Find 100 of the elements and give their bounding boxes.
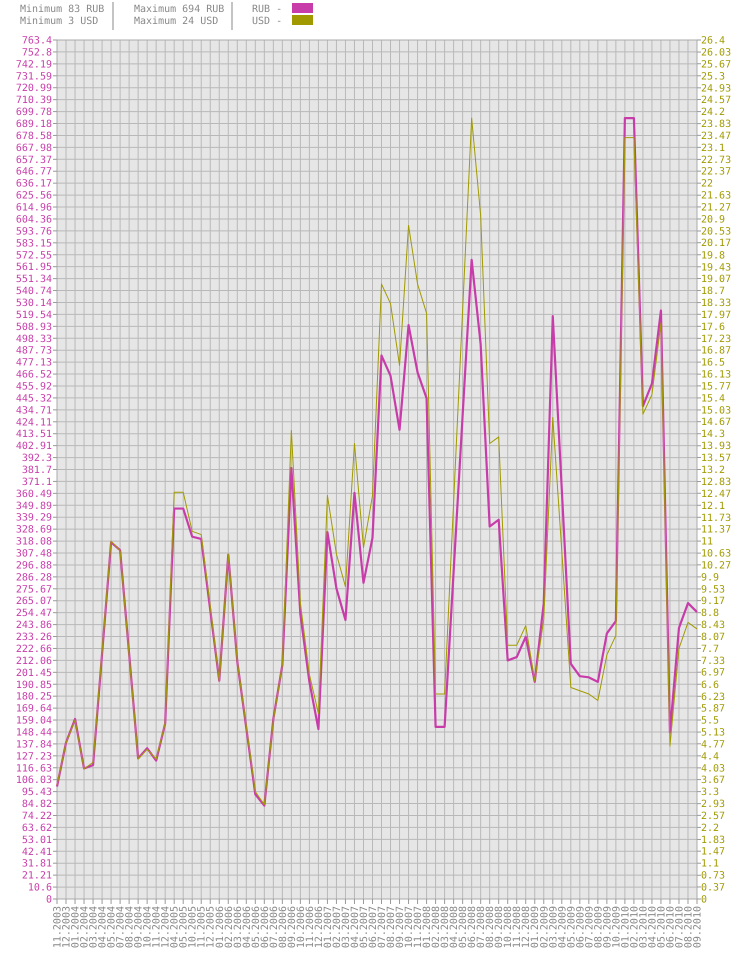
y-tick-label: 466.52 <box>16 370 52 381</box>
y-tick-label: 360.49 <box>16 488 52 500</box>
y2-tick-label: 24.2 <box>701 107 726 118</box>
y2-tick-label: 3.3 <box>701 787 720 798</box>
y2-tick-label: 19.07 <box>701 274 732 286</box>
y2-tick-label: 16.87 <box>701 346 732 357</box>
y2-tick-label: 16.5 <box>701 358 726 369</box>
y2-tick-label: 6.6 <box>701 680 720 691</box>
y-tick-label: 530.14 <box>16 298 52 309</box>
y-tick-label: 307.48 <box>16 548 52 560</box>
y2-tick-label: 5.87 <box>701 704 726 715</box>
x-tick-label: 07.2009 <box>584 906 596 948</box>
y2-tick-label: 22.73 <box>701 154 732 166</box>
y2-tick-label: 4.4 <box>701 751 720 762</box>
y2-tick-label: 0.37 <box>701 882 726 894</box>
y2-tick-label: 26.03 <box>701 48 732 59</box>
y-tick-label: 286.28 <box>16 572 52 584</box>
x-tick-label: 01.2006 <box>214 906 226 948</box>
y-tick-label: 763.4 <box>22 36 52 46</box>
x-tick-label: 01.2007 <box>322 906 334 948</box>
y-tick-label: 572.55 <box>16 250 52 262</box>
y-tick-label: 169.64 <box>16 704 52 715</box>
y-tick-label: 445.32 <box>16 393 52 404</box>
x-tick-label: 05.2010 <box>656 906 668 948</box>
x-tick-label: 12.2006 <box>314 906 325 948</box>
y2-tick-label: 7.7 <box>701 644 720 655</box>
y-tick-label: 74.22 <box>22 810 52 822</box>
x-tick-label: 08.2010 <box>683 906 694 948</box>
y2-tick-label: 8.8 <box>701 608 720 620</box>
y2-tick-label: 1.1 <box>701 858 720 870</box>
y2-tick-label: 15.77 <box>701 381 732 392</box>
y2-tick-label: 20.17 <box>701 238 732 250</box>
y-tick-label: 42.41 <box>22 846 52 858</box>
text: Maximum 24 USD <box>134 16 218 27</box>
y-tick-label: 265.07 <box>16 596 52 608</box>
y-tick-label: 402.91 <box>16 441 52 452</box>
y2-tick-label: 25.67 <box>701 59 732 70</box>
y2-tick-label: 12.47 <box>701 488 732 500</box>
y-tick-label: 63.62 <box>22 822 52 834</box>
y2-tick-label: 13.93 <box>701 441 732 452</box>
y2-tick-label: 23.47 <box>701 130 732 142</box>
y-tick-label: 84.82 <box>22 799 52 810</box>
y-tick-label: 487.73 <box>16 346 52 357</box>
x-tick-label: 11.2006 <box>304 906 316 948</box>
x-tick-label: 09.2009 <box>602 906 614 948</box>
y-tick-label: 31.81 <box>22 858 52 870</box>
y-tick-label: 201.45 <box>16 668 52 679</box>
y2-tick-label: 21.27 <box>701 202 732 214</box>
x-tick-label: 05.2006 <box>250 906 262 948</box>
x-tick-label: 06.2010 <box>665 906 676 948</box>
x-tick-label: 04.2010 <box>647 906 658 948</box>
y-tick-label: 275.67 <box>16 584 52 596</box>
y-tick-label: 190.85 <box>16 680 52 691</box>
y-tick-label: 392.3 <box>22 453 52 464</box>
y2-tick-label: 22 <box>701 178 714 190</box>
y-tick-label: 508.93 <box>16 322 52 333</box>
y2-tick-label: 5.5 <box>701 716 720 727</box>
y-tick-label: 381.7 <box>22 465 52 476</box>
y2-tick-label: 11.37 <box>701 524 732 536</box>
y-tick-label: 540.74 <box>16 286 52 298</box>
y2-tick-label: 19.43 <box>701 262 732 274</box>
y-tick-label: 424.11 <box>16 417 52 428</box>
x-tick-label: 02.2006 <box>224 906 235 948</box>
x-tick-label: 04.2007 <box>350 906 361 948</box>
y-tick-label: 106.03 <box>16 775 52 786</box>
y2-tick-label: 25.3 <box>701 71 726 82</box>
y2-tick-label: 2.57 <box>701 810 726 822</box>
y2-tick-label: 21.63 <box>701 190 732 202</box>
x-tick-label: 10.2009 <box>611 906 622 948</box>
y2-tick-label: 8.43 <box>701 620 726 632</box>
x-tick-label: 06.2007 <box>368 906 379 948</box>
x-tick-label: 05.2009 <box>566 906 578 948</box>
y2-tick-label: 26.4 <box>701 36 726 46</box>
y2-tick-label: 9.53 <box>701 584 726 596</box>
text: Maximum 694 RUB <box>134 4 224 15</box>
y-tick-label: 233.26 <box>16 632 52 644</box>
y2-tick-label: 6.97 <box>701 668 726 679</box>
y-tick-label: 127.23 <box>16 751 52 762</box>
x-tick-label: 10.2006 <box>296 906 307 948</box>
y-tick-label: 222.66 <box>16 644 52 655</box>
y2-tick-label: 13.57 <box>701 452 732 464</box>
y2-tick-label: 14.3 <box>701 429 726 440</box>
y2-tick-label: 23.83 <box>701 119 732 130</box>
x-tick-label: 03.2010 <box>638 906 650 948</box>
y-tick-label: 561.95 <box>16 262 52 274</box>
y2-tick-label: 6.23 <box>701 692 726 703</box>
y-tick-label: 583.15 <box>16 238 52 250</box>
y-tick-label: 434.71 <box>16 405 52 416</box>
x-tick-label: 07.2010 <box>674 906 686 948</box>
y-tick-label: 137.84 <box>16 739 52 750</box>
x-tick-label: 06.2006 <box>260 906 271 948</box>
y-tick-label: 625.56 <box>16 190 52 202</box>
y2-tick-label: 7.33 <box>701 656 726 667</box>
y-tick-label: 519.54 <box>16 310 52 321</box>
y2-tick-label: 8.07 <box>701 632 726 643</box>
y-tick-label: 636.17 <box>16 178 52 190</box>
y2-tick-label: 20.53 <box>701 226 732 238</box>
y-tick-label: 21.21 <box>22 870 52 882</box>
x-tick-label: 04.2006 <box>242 906 253 948</box>
x-tick-label: 01.2010 <box>620 906 632 948</box>
